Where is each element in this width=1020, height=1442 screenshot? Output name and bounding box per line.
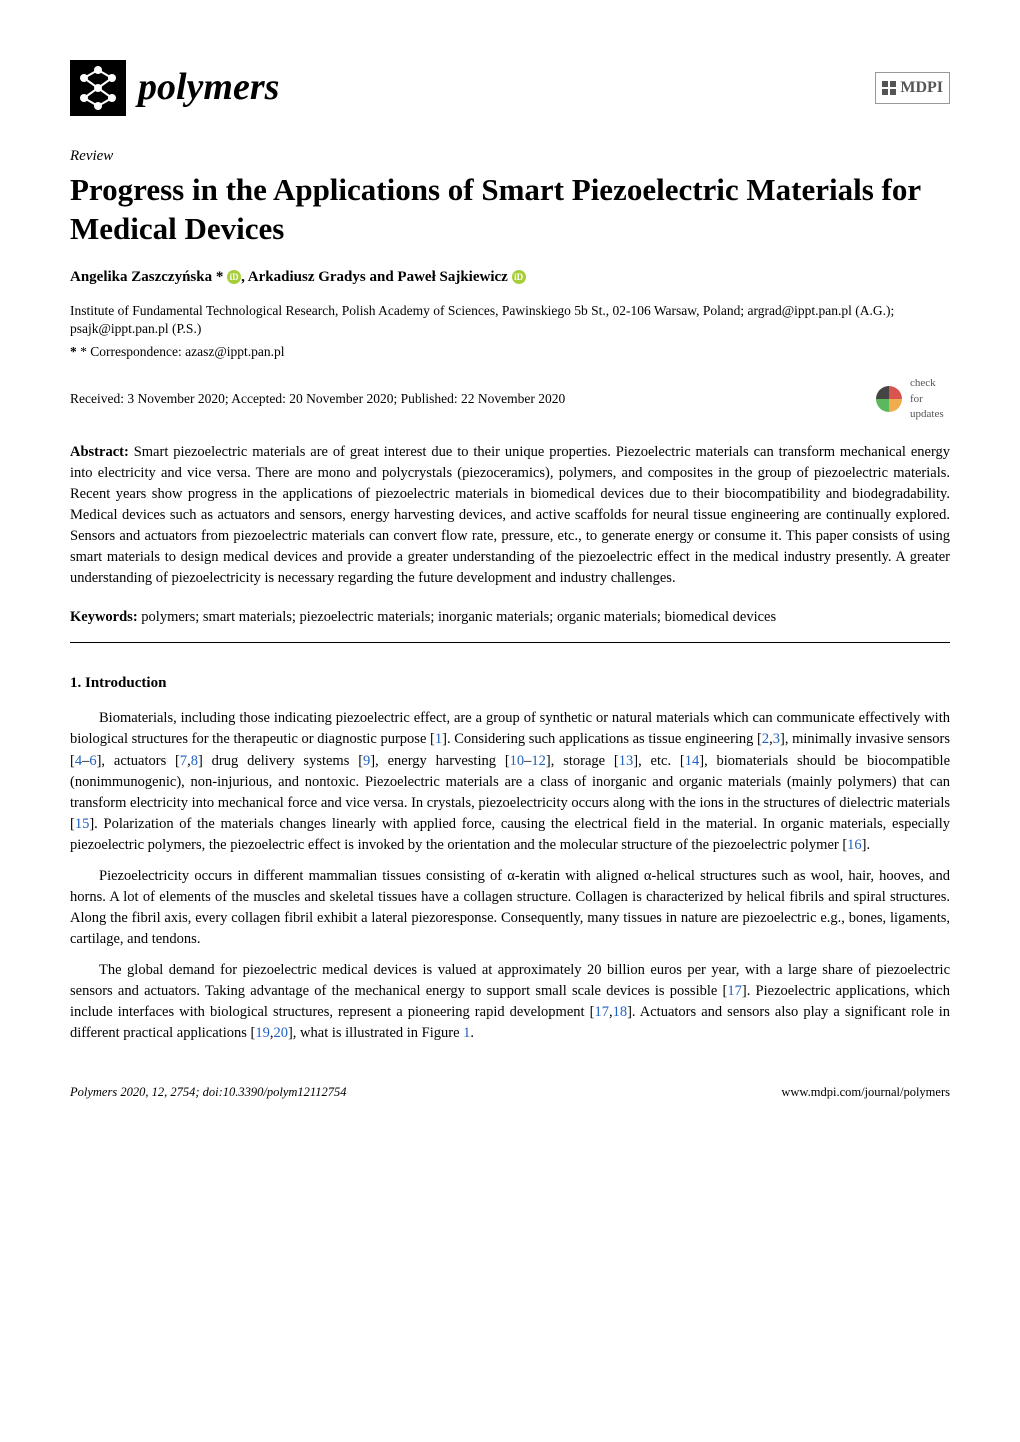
citation[interactable]: 3 <box>773 731 780 747</box>
orcid-icon[interactable]: iD <box>227 270 241 284</box>
publisher-name: MDPI <box>900 77 943 99</box>
text: . <box>470 1025 474 1041</box>
section-divider <box>70 642 950 643</box>
journal-name: polymers <box>138 61 279 114</box>
orcid-icon[interactable]: iD <box>512 270 526 284</box>
citation[interactable]: 15 <box>75 816 90 832</box>
text: ], energy harvesting [ <box>370 753 509 769</box>
article-type: Review <box>70 146 950 167</box>
author-1: Angelika Zaszczyńska * <box>70 269 223 285</box>
citation[interactable]: 20 <box>273 1025 288 1041</box>
footer-url[interactable]: www.mdpi.com/journal/polymers <box>781 1084 950 1102</box>
citation[interactable]: 12 <box>531 753 546 769</box>
mdpi-icon <box>882 81 896 95</box>
keywords-label: Keywords: <box>70 609 138 625</box>
text: ]. Polarization of the materials changes… <box>70 816 950 853</box>
header-row: polymers MDPI <box>70 60 950 116</box>
publication-dates: Received: 3 November 2020; Accepted: 20 … <box>70 390 565 409</box>
text: ]. Considering such applications as tiss… <box>442 731 762 747</box>
citation[interactable]: 4 <box>75 753 82 769</box>
citation[interactable]: 13 <box>619 753 634 769</box>
citation[interactable]: 6 <box>89 753 96 769</box>
author-2: Arkadiusz Gradys and Paweł Sajkiewicz <box>248 269 508 285</box>
abstract-label: Abstract: <box>70 444 129 460</box>
affiliation: Institute of Fundamental Technological R… <box>70 302 950 340</box>
mdpi-logo: MDPI <box>875 72 950 104</box>
authors-line: Angelika Zaszczyńska * iD, Arkadiusz Gra… <box>70 267 950 288</box>
polymers-logo-icon <box>70 60 126 116</box>
citation[interactable]: 8 <box>191 753 198 769</box>
citation[interactable]: 19 <box>255 1025 270 1041</box>
citation[interactable]: 18 <box>613 1004 628 1020</box>
text: ], storage [ <box>546 753 619 769</box>
abstract: Abstract: Smart piezoelectric materials … <box>70 442 950 589</box>
keywords: Keywords: polymers; smart materials; pie… <box>70 607 950 628</box>
citation[interactable]: 17 <box>727 983 742 999</box>
section-heading-1: 1. Introduction <box>70 673 950 694</box>
dates-row: Received: 3 November 2020; Accepted: 20 … <box>70 376 950 422</box>
abstract-text: Smart piezoelectric materials are of gre… <box>70 444 950 586</box>
journal-logo: polymers <box>70 60 279 116</box>
citation[interactable]: 14 <box>685 753 700 769</box>
check-updates-label: check for updates <box>910 376 950 422</box>
text: ], actuators [ <box>97 753 180 769</box>
check-updates-icon <box>874 384 904 414</box>
footer-citation: Polymers 2020, 12, 2754; doi:10.3390/pol… <box>70 1084 346 1102</box>
intro-para-2: Piezoelectricity occurs in different mam… <box>70 866 950 950</box>
text: ], etc. [ <box>633 753 684 769</box>
intro-para-3: The global demand for piezoelectric medi… <box>70 960 950 1044</box>
citation[interactable]: 17 <box>594 1004 609 1020</box>
citation[interactable]: 10 <box>510 753 525 769</box>
text: ], what is illustrated in Figure <box>288 1025 463 1041</box>
citation[interactable]: 16 <box>847 837 862 853</box>
intro-para-1: Biomaterials, including those indicating… <box>70 708 950 855</box>
keywords-text: polymers; smart materials; piezoelectric… <box>141 609 776 625</box>
text: ] drug delivery systems [ <box>198 753 363 769</box>
page-footer: Polymers 2020, 12, 2754; doi:10.3390/pol… <box>70 1084 950 1102</box>
author-sep: , <box>241 269 248 285</box>
correspondence: * * Correspondence: azasz@ippt.pan.pl <box>70 343 950 362</box>
correspondence-text: * Correspondence: azasz@ippt.pan.pl <box>80 344 284 359</box>
article-title: Progress in the Applications of Smart Pi… <box>70 171 950 249</box>
check-updates-badge[interactable]: check for updates <box>874 376 950 422</box>
text: ]. <box>862 837 870 853</box>
